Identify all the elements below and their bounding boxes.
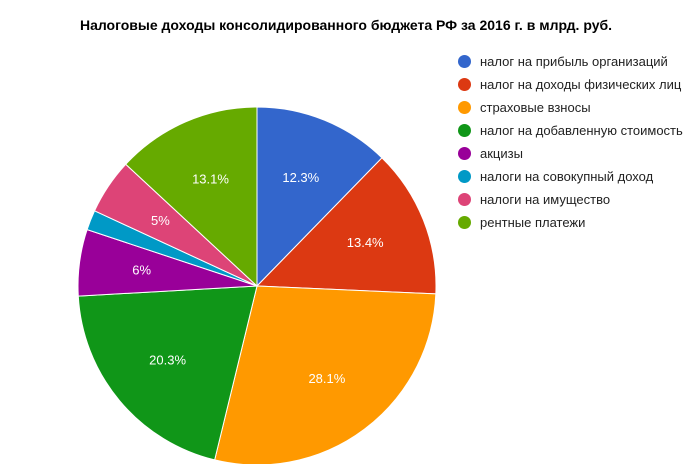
legend-swatch bbox=[458, 193, 471, 206]
legend-item-6[interactable]: налоги на имущество bbox=[458, 191, 688, 208]
slice-label-2: 28.1% bbox=[308, 371, 345, 386]
legend-swatch bbox=[458, 147, 471, 160]
pie-slice-1[interactable] bbox=[255, 157, 437, 295]
legend-swatch bbox=[458, 124, 471, 137]
legend-label: налоги на совокупный доход bbox=[480, 169, 654, 184]
legend-item-5[interactable]: налоги на совокупный доход bbox=[458, 168, 688, 185]
legend-label: рентные платежи bbox=[480, 215, 586, 230]
chart-title: Налоговые доходы консолидированного бюдж… bbox=[79, 17, 613, 33]
legend-swatch bbox=[458, 216, 471, 229]
legend-item-2[interactable]: страховые взносы bbox=[458, 99, 688, 116]
legend-label: налоги на имущество bbox=[480, 192, 611, 207]
legend-item-3[interactable]: налог на добавленную стоимость bbox=[458, 122, 688, 139]
slice-label-6: 5% bbox=[151, 213, 170, 228]
legend-label: страховые взносы bbox=[480, 100, 591, 115]
legend-label: налог на добавленную стоимость bbox=[480, 123, 683, 138]
pie-slice-2[interactable] bbox=[214, 285, 437, 464]
slice-label-1: 13.4% bbox=[347, 235, 384, 250]
legend-label: налог на прибыль организаций bbox=[480, 54, 668, 69]
legend-item-4[interactable]: акцизы bbox=[458, 145, 688, 162]
legend: налог на прибыль организаций налог на дох… bbox=[458, 53, 688, 237]
pie-slice-3[interactable] bbox=[77, 285, 258, 461]
slice-label-0: 12.3% bbox=[282, 170, 319, 185]
legend-label: налог на доходы физических лиц bbox=[480, 77, 682, 92]
legend-swatch bbox=[458, 78, 471, 91]
pie-slice-0[interactable] bbox=[256, 106, 383, 288]
slice-label-7: 13.1% bbox=[192, 171, 229, 186]
legend-swatch bbox=[458, 101, 471, 114]
slice-label-3: 20.3% bbox=[149, 352, 186, 367]
slice-label-4: 6% bbox=[132, 263, 151, 278]
legend-swatch bbox=[458, 170, 471, 183]
legend-item-0[interactable]: налог на прибыль организаций bbox=[458, 53, 688, 70]
legend-label: акцизы bbox=[480, 146, 523, 161]
pie-slice-7[interactable] bbox=[125, 106, 258, 288]
legend-item-1[interactable]: налог на доходы физических лиц bbox=[458, 76, 688, 93]
legend-swatch bbox=[458, 55, 471, 68]
legend-item-7[interactable]: рентные платежи bbox=[458, 214, 688, 231]
